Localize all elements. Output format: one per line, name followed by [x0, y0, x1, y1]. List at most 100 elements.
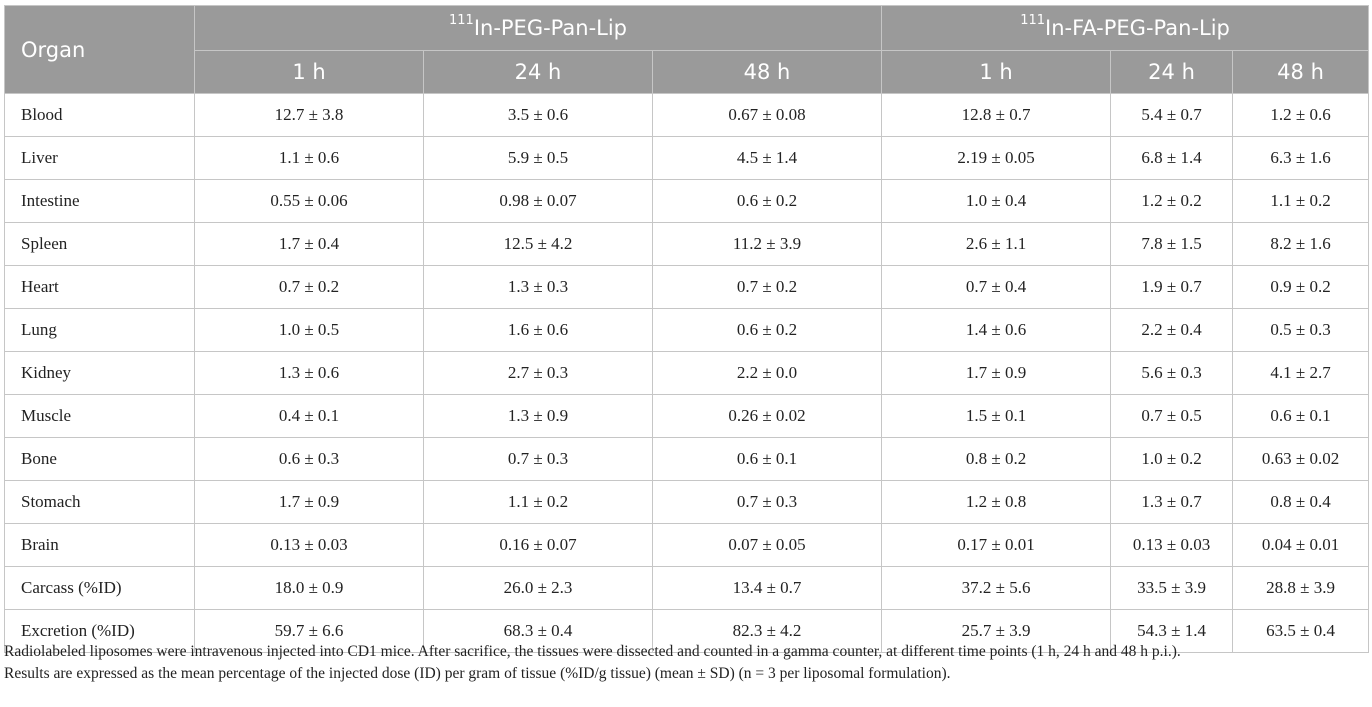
- value-cell: 5.9 ± 0.5: [423, 136, 653, 180]
- value-cell: 8.2 ± 1.6: [1232, 222, 1370, 266]
- value-cell: 1.7 ± 0.9: [194, 480, 424, 524]
- value-cell: 0.7 ± 0.5: [1110, 394, 1234, 438]
- value-cell: 0.26 ± 0.02: [651, 394, 883, 438]
- organ-cell: Liver: [4, 136, 195, 180]
- organ-cell: Stomach: [4, 480, 195, 524]
- value-cell: 2.2 ± 0.0: [651, 351, 883, 395]
- organ-cell: Bone: [4, 437, 195, 481]
- value-cell: 1.9 ± 0.7: [1110, 265, 1234, 309]
- value-cell: 0.63 ± 0.02: [1232, 437, 1370, 481]
- table-body: Blood 12.7 ± 3.8 3.5 ± 0.6 0.67 ± 0.08 12.8 …: [4, 93, 1370, 653]
- value-cell: 59.7 ± 6.6: [194, 609, 424, 653]
- value-cell: 1.0 ± 0.4: [881, 179, 1112, 223]
- organ-cell: Carcass (%ID): [4, 566, 195, 610]
- value-cell: 1.3 ± 0.7: [1110, 480, 1234, 524]
- value-cell: 4.5 ± 1.4: [651, 136, 883, 180]
- table-row: Kidney 1.3 ± 0.6 2.7 ± 0.3 2.2 ± 0.0 1.7 ± 0…: [4, 351, 1370, 395]
- table-header: Organ 111In-PEG-Pan-Lip 111In-FA-PEG-Pan…: [4, 5, 1370, 94]
- value-cell: 12.7 ± 3.8: [194, 93, 424, 137]
- value-cell: 0.5 ± 0.3: [1232, 308, 1370, 352]
- value-cell: 0.7 ± 0.3: [423, 437, 653, 481]
- isotope-superscript: 111: [448, 13, 474, 28]
- time-header: 48 h: [1232, 50, 1370, 94]
- value-cell: 1.0 ± 0.2: [1110, 437, 1234, 481]
- biodistribution-table: Organ 111In-PEG-Pan-Lip 111In-FA-PEG-Pan…: [4, 5, 1370, 653]
- isotope-superscript: 111: [1020, 13, 1046, 28]
- value-cell: 0.07 ± 0.05: [651, 523, 883, 567]
- value-cell: 0.8 ± 0.4: [1232, 480, 1370, 524]
- table-row: Carcass (%ID) 18.0 ± 0.9 26.0 ± 2.3 13.4 ± …: [4, 566, 1370, 610]
- value-cell: 0.7 ± 0.2: [651, 265, 883, 309]
- value-cell: 0.13 ± 0.03: [1110, 523, 1234, 567]
- organ-cell: Intestine: [4, 179, 195, 223]
- value-cell: 26.0 ± 2.3: [423, 566, 653, 610]
- value-cell: 1.1 ± 0.6: [194, 136, 424, 180]
- organ-cell: Brain: [4, 523, 195, 567]
- value-cell: 0.6 ± 0.3: [194, 437, 424, 481]
- value-cell: 5.4 ± 0.7: [1110, 93, 1234, 137]
- value-cell: 12.5 ± 4.2: [423, 222, 653, 266]
- table-row: Lung 1.0 ± 0.5 1.6 ± 0.6 0.6 ± 0.2 1.4 ± 0.6…: [4, 308, 1370, 352]
- table-row: Heart 0.7 ± 0.2 1.3 ± 0.3 0.7 ± 0.2 0.7 ± 0.…: [4, 265, 1370, 309]
- value-cell: 3.5 ± 0.6: [423, 93, 653, 137]
- biodistribution-table-container: Organ 111In-PEG-Pan-Lip 111In-FA-PEG-Pan…: [4, 5, 1370, 653]
- time-header: 24 h: [423, 50, 653, 94]
- value-cell: 2.2 ± 0.4: [1110, 308, 1234, 352]
- organ-cell: Kidney: [4, 351, 195, 395]
- value-cell: 82.3 ± 4.2: [651, 609, 883, 653]
- time-header: 48 h: [651, 50, 883, 94]
- organ-cell: Lung: [4, 308, 195, 352]
- table-row: Muscle 0.4 ± 0.1 1.3 ± 0.9 0.26 ± 0.02 1.5 ±…: [4, 394, 1370, 438]
- table-row: Excretion (%ID) 59.7 ± 6.6 68.3 ± 0.4 82.3 …: [4, 609, 1370, 653]
- organ-cell: Muscle: [4, 394, 195, 438]
- value-cell: 4.1 ± 2.7: [1232, 351, 1370, 395]
- value-cell: 0.9 ± 0.2: [1232, 265, 1370, 309]
- value-cell: 37.2 ± 5.6: [881, 566, 1112, 610]
- table-row: Intestine 0.55 ± 0.06 0.98 ± 0.07 0.6 ± 0.2…: [4, 179, 1370, 223]
- value-cell: 13.4 ± 0.7: [651, 566, 883, 610]
- value-cell: 11.2 ± 3.9: [651, 222, 883, 266]
- table-row: Liver 1.1 ± 0.6 5.9 ± 0.5 4.5 ± 1.4 2.19 ± 0…: [4, 136, 1370, 180]
- organ-cell: Excretion (%ID): [4, 609, 195, 653]
- value-cell: 6.3 ± 1.6: [1232, 136, 1370, 180]
- value-cell: 18.0 ± 0.9: [194, 566, 424, 610]
- value-cell: 12.8 ± 0.7: [881, 93, 1112, 137]
- value-cell: 1.1 ± 0.2: [423, 480, 653, 524]
- value-cell: 28.8 ± 3.9: [1232, 566, 1370, 610]
- value-cell: 1.6 ± 0.6: [423, 308, 653, 352]
- value-cell: 2.6 ± 1.1: [881, 222, 1112, 266]
- value-cell: 5.6 ± 0.3: [1110, 351, 1234, 395]
- footnote-line: Results are expressed as the mean percen…: [4, 665, 951, 682]
- value-cell: 6.8 ± 1.4: [1110, 136, 1234, 180]
- value-cell: 1.3 ± 0.6: [194, 351, 424, 395]
- value-cell: 63.5 ± 0.4: [1232, 609, 1370, 653]
- table-row: Spleen 1.7 ± 0.4 12.5 ± 4.2 11.2 ± 3.9 2.6 ±…: [4, 222, 1370, 266]
- table-row: Brain 0.13 ± 0.03 0.16 ± 0.07 0.07 ± 0.05 0.…: [4, 523, 1370, 567]
- group-name: In-FA-PEG-Pan-Lip: [1045, 16, 1230, 40]
- value-cell: 1.2 ± 0.8: [881, 480, 1112, 524]
- header-row-times: 1 h 24 h 48 h 1 h 24 h 48 h: [5, 50, 1370, 94]
- value-cell: 1.2 ± 0.2: [1110, 179, 1234, 223]
- value-cell: 0.6 ± 0.2: [651, 308, 883, 352]
- group-header-fa-peg-pan-lip: 111In-FA-PEG-Pan-Lip: [881, 5, 1370, 51]
- value-cell: 1.2 ± 0.6: [1232, 93, 1370, 137]
- value-cell: 1.3 ± 0.3: [423, 265, 653, 309]
- group-name: In-PEG-Pan-Lip: [473, 16, 628, 40]
- value-cell: 33.5 ± 3.9: [1110, 566, 1234, 610]
- value-cell: 0.7 ± 0.4: [881, 265, 1112, 309]
- time-header: 1 h: [194, 50, 424, 94]
- organ-cell: Blood: [4, 93, 195, 137]
- value-cell: 0.4 ± 0.1: [194, 394, 424, 438]
- value-cell: 1.5 ± 0.1: [881, 394, 1112, 438]
- time-header: 1 h: [881, 50, 1112, 94]
- header-row-groups: Organ 111In-PEG-Pan-Lip 111In-FA-PEG-Pan…: [4, 5, 1370, 94]
- value-cell: 0.7 ± 0.2: [194, 265, 424, 309]
- value-cell: 0.6 ± 0.1: [651, 437, 883, 481]
- value-cell: 2.19 ± 0.05: [881, 136, 1112, 180]
- value-cell: 0.13 ± 0.03: [194, 523, 424, 567]
- value-cell: 1.0 ± 0.5: [194, 308, 424, 352]
- time-header: 24 h: [1110, 50, 1234, 94]
- value-cell: 0.55 ± 0.06: [194, 179, 424, 223]
- value-cell: 0.8 ± 0.2: [881, 437, 1112, 481]
- value-cell: 0.98 ± 0.07: [423, 179, 653, 223]
